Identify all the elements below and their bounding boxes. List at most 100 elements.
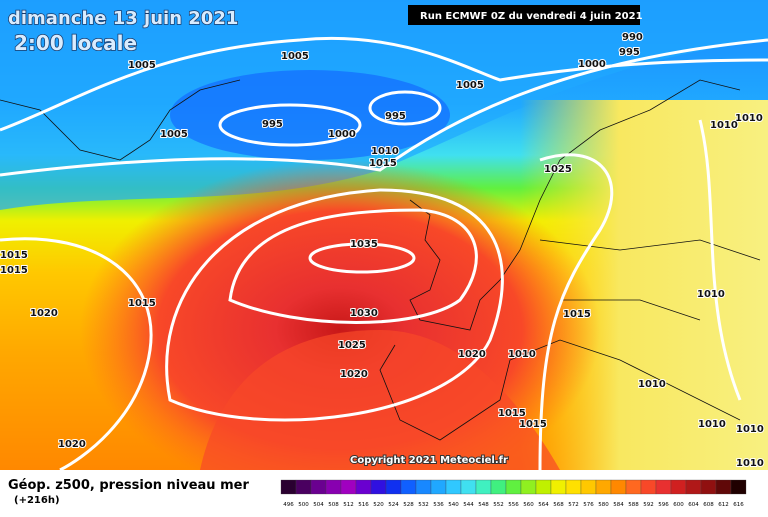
isobar-label: 990 bbox=[622, 32, 643, 43]
scale-label: 616 bbox=[733, 502, 744, 508]
scale-swatch bbox=[340, 479, 357, 495]
isobar-label: 1025 bbox=[544, 164, 572, 175]
isobar-label: 1020 bbox=[458, 349, 486, 360]
scale-label: 596 bbox=[658, 502, 669, 508]
scale-swatch bbox=[415, 479, 432, 495]
scale-label: 576 bbox=[583, 502, 594, 508]
color-scale: 496 500 504 508 512 516 520 524 528 532 536 540 544 5… bbox=[280, 479, 747, 508]
scale-swatch bbox=[370, 479, 387, 495]
isobar-label: 1015 bbox=[563, 309, 591, 320]
isobar-labels: 990 995 1000 1005 1005 1005 995 995 1000 1005 1010… bbox=[0, 31, 765, 470]
scale-label: 496 bbox=[283, 502, 294, 508]
scale-label: 552 bbox=[493, 502, 504, 508]
scale-swatch bbox=[625, 479, 642, 495]
isobar-label: 1005 bbox=[128, 60, 156, 71]
scale-label: 544 bbox=[463, 502, 474, 508]
run-box bbox=[408, 5, 640, 25]
scale-label: 532 bbox=[418, 502, 429, 508]
scale-swatch bbox=[400, 479, 417, 495]
isobar-label: 1015 bbox=[369, 158, 397, 169]
scale-label: 612 bbox=[718, 502, 729, 508]
isobar-label: 1015 bbox=[128, 298, 156, 309]
scale-label: 572 bbox=[568, 502, 579, 508]
map-title: dimanche 13 juin 2021 bbox=[8, 8, 238, 29]
isobar-label: 1010 bbox=[735, 113, 763, 124]
scale-label: 580 bbox=[598, 502, 609, 508]
scale-swatch bbox=[700, 479, 717, 495]
scale-swatch bbox=[685, 479, 702, 495]
isobar-label: 1005 bbox=[456, 80, 484, 91]
scale-swatch bbox=[655, 479, 672, 495]
scale-swatch bbox=[310, 479, 327, 495]
isobar-label: 1020 bbox=[30, 308, 58, 319]
scale-swatch bbox=[580, 479, 597, 495]
scale-swatch bbox=[430, 479, 447, 495]
isobar-label: 1020 bbox=[340, 369, 368, 380]
scale-swatch bbox=[355, 479, 372, 495]
isobars bbox=[0, 36, 768, 472]
scale-label: 564 bbox=[538, 502, 549, 508]
scale-label: 536 bbox=[433, 502, 444, 508]
isobar-label: 1020 bbox=[58, 439, 86, 450]
scale-swatch bbox=[475, 479, 492, 495]
run-label: Run ECMWF 0Z du vendredi 4 juin 2021 bbox=[420, 11, 643, 22]
scale-swatch bbox=[670, 479, 687, 495]
scale-swatch bbox=[505, 479, 522, 495]
scale-swatch bbox=[595, 479, 612, 495]
isobar-label: 995 bbox=[619, 47, 640, 58]
isobar-label: 1015 bbox=[498, 408, 526, 419]
scale-label: 560 bbox=[523, 502, 534, 508]
isobar-label: 1015 bbox=[0, 250, 28, 261]
scale-label: 588 bbox=[628, 502, 639, 508]
scale-label: 584 bbox=[613, 502, 624, 508]
scale-swatch bbox=[640, 479, 657, 495]
isobar-label: 1010 bbox=[508, 349, 536, 360]
lead-time: (+216h) bbox=[14, 495, 60, 506]
isobar-label: 1000 bbox=[328, 129, 356, 140]
isobar-label: 1010 bbox=[736, 458, 764, 469]
isobar-label: 1005 bbox=[160, 129, 188, 140]
map: 990 995 1000 1005 1005 1005 995 995 1000 1005 1010… bbox=[0, 0, 768, 500]
scale-label: 604 bbox=[688, 502, 699, 508]
scale-label: 600 bbox=[673, 502, 684, 508]
isobar-label: 1010 bbox=[710, 120, 738, 131]
copyright: Copyright 2021 Meteociel.fr bbox=[350, 455, 508, 466]
isobar-label: 1000 bbox=[578, 59, 606, 70]
isobar-label: 995 bbox=[385, 111, 406, 122]
scale-label: 556 bbox=[508, 502, 519, 508]
scale-swatch bbox=[280, 479, 297, 495]
scale-label: 540 bbox=[448, 502, 459, 508]
scale-swatch bbox=[730, 479, 747, 495]
isobar-label: 995 bbox=[262, 119, 283, 130]
scale-swatch bbox=[610, 479, 627, 495]
isobar-label: 1010 bbox=[638, 379, 666, 390]
scale-label: 516 bbox=[358, 502, 369, 508]
scale-swatch bbox=[715, 479, 732, 495]
scale-swatch bbox=[565, 479, 582, 495]
isobar-label: 1010 bbox=[698, 419, 726, 430]
isobar-label: 1015 bbox=[0, 265, 28, 276]
scale-label: 524 bbox=[388, 502, 399, 508]
scale-label: 548 bbox=[478, 502, 489, 508]
scale-label: 520 bbox=[373, 502, 384, 508]
scale-swatch bbox=[325, 479, 342, 495]
low-core bbox=[170, 70, 450, 160]
isobar-label: 1015 bbox=[519, 419, 547, 430]
isobar-label: 1010 bbox=[697, 289, 725, 300]
scale-swatch bbox=[520, 479, 537, 495]
scale-swatch bbox=[385, 479, 402, 495]
scale-label: 568 bbox=[553, 502, 564, 508]
legend-title: Géop. z500, pression niveau mer bbox=[8, 478, 249, 493]
scale-label: 528 bbox=[403, 502, 414, 508]
isobar-label: 1005 bbox=[281, 51, 309, 62]
isobar-label: 1030 bbox=[350, 308, 378, 319]
isobar-label: 1025 bbox=[338, 340, 366, 351]
scale-swatch bbox=[490, 479, 507, 495]
scale-label: 508 bbox=[328, 502, 339, 508]
scale-swatch bbox=[535, 479, 552, 495]
scale-label: 608 bbox=[703, 502, 714, 508]
coastlines bbox=[0, 79, 761, 441]
scale-swatch bbox=[550, 479, 567, 495]
isobar-label: 1010 bbox=[371, 146, 399, 157]
